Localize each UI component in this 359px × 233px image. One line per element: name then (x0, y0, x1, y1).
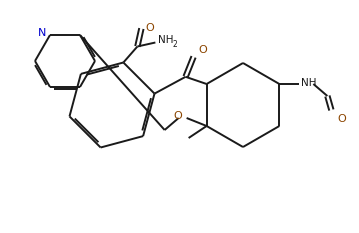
Text: NH: NH (158, 35, 174, 45)
Text: O: O (199, 45, 207, 55)
Text: O: O (337, 114, 346, 124)
Text: O: O (145, 24, 154, 34)
Text: NH: NH (301, 78, 317, 88)
Text: 2: 2 (172, 40, 177, 49)
Text: O: O (173, 111, 182, 121)
Text: N: N (38, 28, 46, 38)
